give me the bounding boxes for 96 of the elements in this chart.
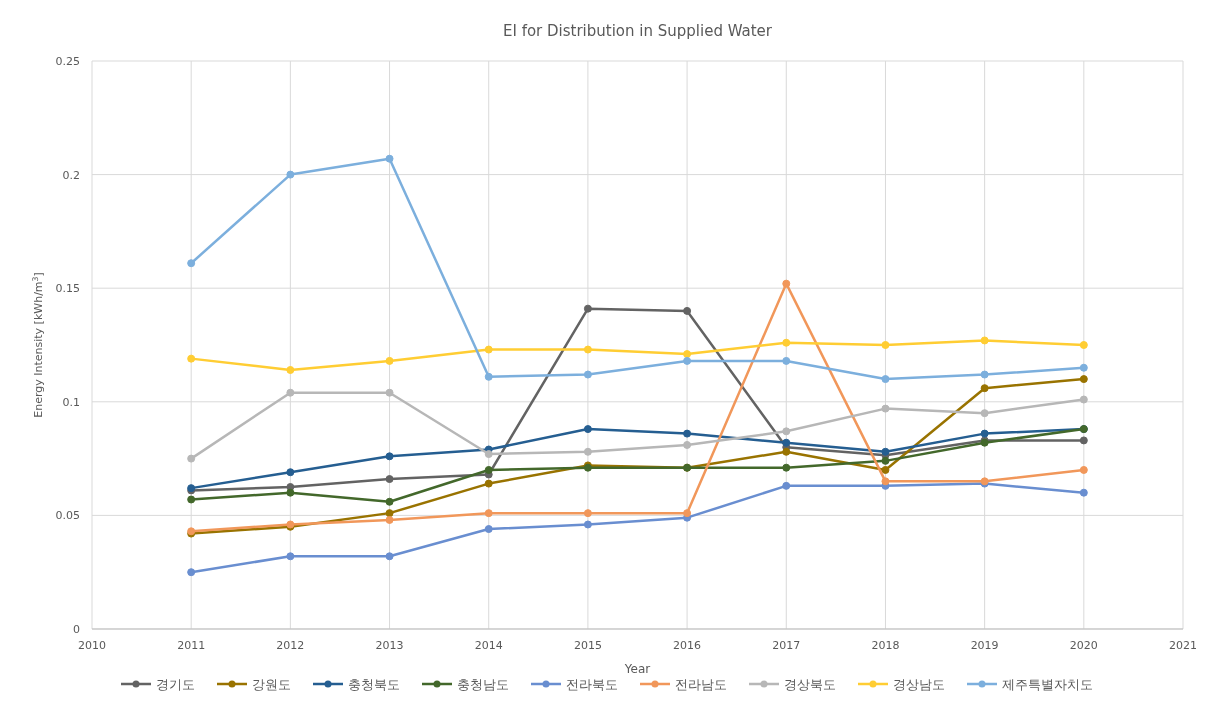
point <box>683 509 692 518</box>
legend-label: 경상남도 <box>893 677 945 692</box>
legend-label: 제주특별자치도 <box>1002 677 1093 692</box>
point <box>385 388 394 397</box>
y-tick-label: 0.2 <box>62 168 80 182</box>
point <box>1079 341 1088 349</box>
point <box>187 454 196 463</box>
y-tick-label: 0 <box>73 623 80 636</box>
point <box>782 438 791 447</box>
point <box>286 365 295 374</box>
point <box>187 568 196 577</box>
point <box>1079 363 1088 372</box>
point <box>782 463 791 472</box>
point <box>881 456 890 465</box>
point <box>187 259 196 268</box>
point <box>980 409 989 418</box>
point <box>881 477 890 486</box>
point <box>583 345 592 354</box>
x-tick-label: 2010 <box>78 639 106 652</box>
x-tick-label: 2014 <box>474 639 503 652</box>
x-tick-label: 2013 <box>375 639 404 652</box>
legend-label: 경상북도 <box>784 677 836 692</box>
point <box>385 452 394 461</box>
point <box>1079 395 1088 404</box>
point <box>980 336 989 345</box>
x-tick-label: 2020 <box>1069 639 1098 652</box>
point <box>385 509 394 518</box>
point <box>683 440 692 449</box>
point <box>881 375 890 384</box>
point <box>1079 375 1088 384</box>
point <box>583 425 592 434</box>
point <box>583 520 592 529</box>
point <box>683 350 692 359</box>
point <box>286 552 295 561</box>
point <box>683 306 692 315</box>
point <box>980 429 989 438</box>
point <box>782 481 791 490</box>
point <box>683 429 692 438</box>
legend-label: 전라북도 <box>566 677 618 692</box>
point <box>385 475 394 484</box>
point <box>683 356 692 365</box>
point <box>385 515 394 524</box>
y-tick-label: 0.15 <box>55 282 80 296</box>
point <box>286 488 295 497</box>
x-tick-label: 2012 <box>276 639 305 652</box>
legend-label: 충청북도 <box>348 677 400 692</box>
point <box>782 356 791 365</box>
point <box>484 372 493 381</box>
point <box>881 341 890 349</box>
x-tick-label: 2016 <box>673 639 702 652</box>
x-axis-title: Year <box>623 662 651 676</box>
point <box>980 384 989 393</box>
legend-label: 충청남도 <box>457 677 509 692</box>
point <box>782 338 791 347</box>
x-tick-label: 2018 <box>871 639 900 652</box>
legend-label: 전라남도 <box>675 677 727 692</box>
x-tick-label: 2021 <box>1169 639 1197 652</box>
point <box>583 370 592 379</box>
point <box>881 465 890 474</box>
point <box>583 447 592 456</box>
point <box>881 447 890 456</box>
point <box>782 427 791 436</box>
point <box>385 356 394 365</box>
point <box>385 154 394 163</box>
point <box>782 447 791 456</box>
point <box>286 468 295 477</box>
x-tick-label: 2017 <box>772 639 801 652</box>
point <box>1079 488 1088 497</box>
point <box>484 525 493 534</box>
point <box>583 509 592 518</box>
point <box>1079 465 1088 474</box>
point <box>286 170 295 179</box>
point <box>187 495 196 504</box>
point <box>484 509 493 518</box>
x-tick-label: 2019 <box>970 639 999 652</box>
legend-label: 강원도 <box>252 677 291 692</box>
point <box>881 404 890 413</box>
point <box>484 450 493 459</box>
point <box>1079 436 1088 445</box>
x-tick-label: 2011 <box>177 639 206 652</box>
y-tick-label: 0.05 <box>55 509 80 523</box>
point <box>385 552 394 561</box>
point <box>484 465 493 474</box>
legend-label: 경기도 <box>156 677 195 692</box>
y-tick-label: 0.25 <box>55 55 80 68</box>
point <box>484 345 493 354</box>
x-tick-label: 2015 <box>573 639 602 652</box>
chart-title: EI for Distribution in Supplied Water <box>502 22 773 40</box>
point <box>583 304 592 313</box>
point <box>385 497 394 506</box>
point <box>980 370 989 379</box>
point <box>484 479 493 488</box>
point <box>187 354 196 363</box>
point <box>286 388 295 397</box>
point <box>782 279 791 288</box>
y-tick-label: 0.1 <box>62 395 80 409</box>
